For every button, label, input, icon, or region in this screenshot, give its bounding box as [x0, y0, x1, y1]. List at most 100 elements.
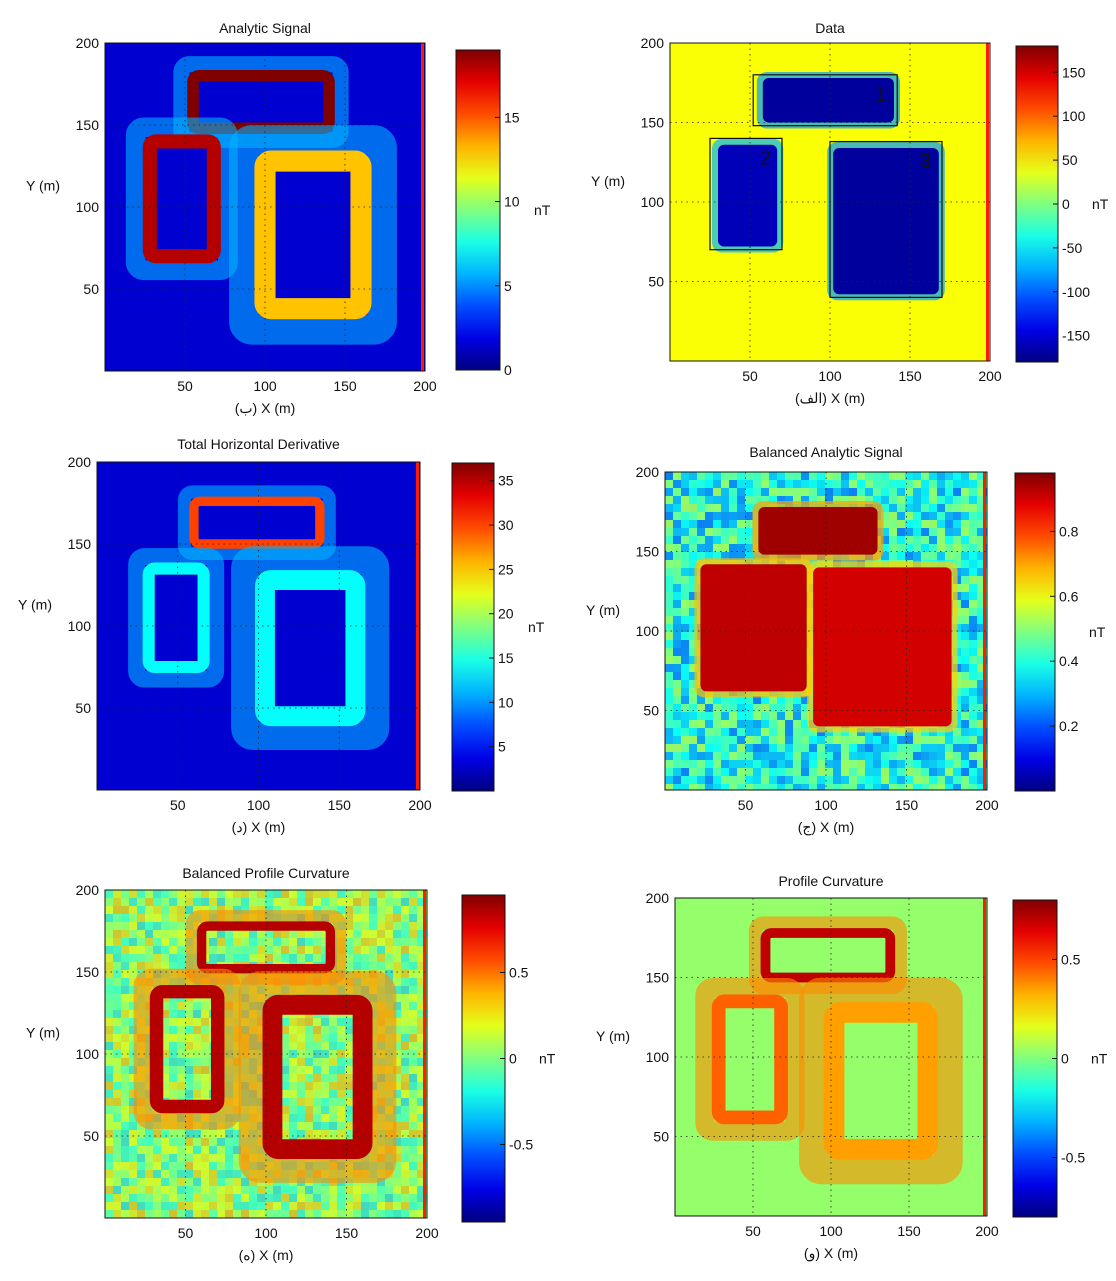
noise-cell [337, 1098, 345, 1106]
noise-cell [689, 624, 697, 632]
anomaly-2 [142, 134, 221, 264]
noise-cell [401, 1058, 409, 1066]
noise-cell [161, 1210, 169, 1218]
noise-cell [681, 672, 689, 680]
noise-cell [249, 1186, 257, 1194]
noise-cell [937, 536, 945, 544]
x-tick-label: 100 [818, 368, 842, 384]
noise-cell [345, 1082, 353, 1090]
noise-cell [697, 744, 705, 752]
noise-cell [665, 744, 673, 752]
noise-cell [673, 600, 681, 608]
x-tick-label: 200 [975, 1223, 999, 1239]
noise-cell [729, 488, 737, 496]
noise-cell [745, 552, 753, 560]
noise-cell [329, 1066, 337, 1074]
noise-cell [321, 1018, 329, 1026]
noise-cell [689, 688, 697, 696]
noise-cell [961, 632, 969, 640]
noise-cell [329, 1090, 337, 1098]
noise-cell [665, 760, 673, 768]
noise-cell [985, 528, 987, 536]
noise-cell [225, 1178, 233, 1186]
noise-cell [425, 1138, 427, 1146]
noise-cell [145, 1138, 153, 1146]
noise-cell [113, 1106, 121, 1114]
noise-cell [833, 760, 841, 768]
noise-cell [345, 1098, 353, 1106]
noise-cell [313, 954, 321, 962]
noise-cell [169, 930, 177, 938]
noise-cell [393, 962, 401, 970]
noise-cell [673, 704, 681, 712]
noise-cell [393, 1098, 401, 1106]
noise-cell [241, 1186, 249, 1194]
noise-cell [969, 720, 977, 728]
noise-cell [793, 704, 801, 712]
noise-cell [425, 1066, 427, 1074]
noise-cell [217, 1178, 225, 1186]
noise-cell [729, 536, 737, 544]
noise-cell [385, 898, 393, 906]
noise-cell [825, 776, 833, 784]
noise-cell [665, 616, 673, 624]
noise-cell [201, 1042, 209, 1050]
noise-cell [153, 1178, 161, 1186]
noise-cell [353, 946, 361, 954]
noise-cell [681, 752, 689, 760]
noise-cell [393, 946, 401, 954]
noise-cell [697, 712, 705, 720]
noise-cell [841, 736, 849, 744]
noise-cell [753, 480, 761, 488]
noise-cell [113, 1018, 121, 1026]
noise-cell [705, 504, 713, 512]
noise-cell [713, 512, 721, 520]
noise-cell [345, 1074, 353, 1082]
noise-cell [345, 1026, 353, 1034]
noise-cell [105, 1146, 113, 1154]
noise-cell [345, 906, 353, 914]
noise-cell [889, 784, 897, 790]
noise-cell [113, 906, 121, 914]
noise-cell [209, 938, 217, 946]
noise-cell [985, 720, 987, 728]
noise-cell [841, 488, 849, 496]
noise-cell [673, 688, 681, 696]
noise-cell [353, 954, 361, 962]
noise-cell [209, 946, 217, 954]
noise-cell [425, 1210, 427, 1218]
noise-cell [297, 938, 305, 946]
noise-cell [425, 1122, 427, 1130]
noise-cell [385, 906, 393, 914]
noise-cell [233, 1122, 241, 1130]
noise-cell [953, 744, 961, 752]
noise-cell [121, 890, 129, 898]
noise-cell [969, 552, 977, 560]
noise-cell [873, 472, 881, 480]
noise-cell [985, 600, 987, 608]
noise-cell [857, 480, 865, 488]
noise-cell [897, 480, 905, 488]
noise-cell [297, 1082, 305, 1090]
noise-cell [961, 656, 969, 664]
noise-cell [393, 1042, 401, 1050]
noise-cell [329, 1114, 337, 1122]
noise-cell [713, 768, 721, 776]
x-axis-label: (الف) X (m) [795, 390, 865, 406]
noise-cell [409, 994, 417, 1002]
noise-cell [857, 760, 865, 768]
noise-cell [961, 720, 969, 728]
noise-cell [305, 1074, 313, 1082]
noise-cell [209, 1194, 217, 1202]
noise-cell [169, 938, 177, 946]
noise-cell [121, 1146, 129, 1154]
noise-cell [945, 544, 953, 552]
noise-cell [881, 480, 889, 488]
noise-cell [809, 480, 817, 488]
noise-cell [417, 906, 425, 914]
noise-cell [425, 1114, 427, 1122]
noise-cell [265, 906, 273, 914]
noise-cell [417, 962, 425, 970]
noise-cell [161, 1018, 169, 1026]
noise-cell [129, 946, 137, 954]
